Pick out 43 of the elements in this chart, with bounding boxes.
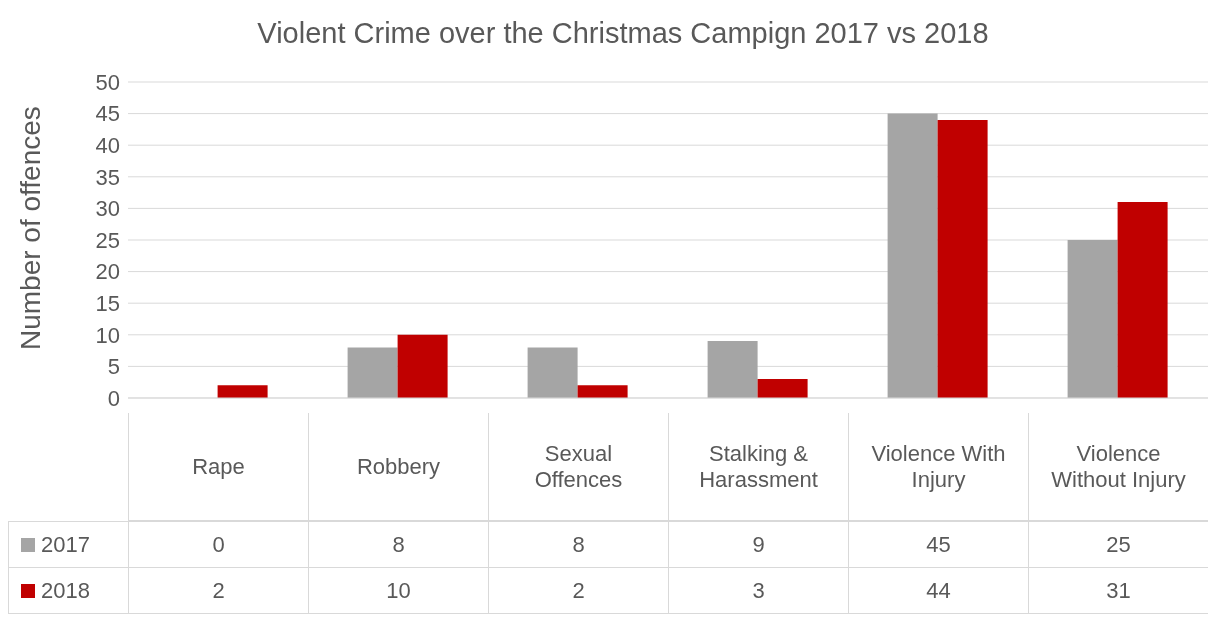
bar bbox=[887, 113, 938, 398]
x-tick-label: Violence Without Injury bbox=[1028, 413, 1208, 521]
data-label: 3 bbox=[668, 568, 848, 614]
data-label: 31 bbox=[1028, 568, 1208, 614]
bar bbox=[1067, 240, 1118, 398]
bar bbox=[937, 119, 988, 398]
x-tick-label: Stalking & Harassment bbox=[668, 413, 848, 521]
y-tick-label: 5 bbox=[107, 354, 120, 380]
bar bbox=[217, 385, 268, 398]
y-tick-label: 40 bbox=[95, 133, 120, 159]
y-tick-label: 10 bbox=[95, 322, 120, 348]
data-label: 45 bbox=[848, 522, 1028, 568]
x-tick-label: Rape bbox=[128, 413, 308, 521]
bar bbox=[1117, 202, 1168, 398]
y-tick-label: 25 bbox=[95, 227, 120, 253]
y-tick-label: 15 bbox=[95, 291, 120, 317]
bar bbox=[397, 334, 448, 398]
x-tick-label: Sexual Offences bbox=[488, 413, 668, 521]
bar bbox=[707, 341, 758, 398]
y-tick-label: 0 bbox=[107, 385, 120, 411]
y-tick-label: 50 bbox=[95, 69, 120, 95]
y-tick-label: 20 bbox=[95, 259, 120, 285]
data-label: 8 bbox=[488, 522, 668, 568]
bar bbox=[577, 385, 628, 398]
y-axis-title: Number of offences bbox=[14, 106, 46, 350]
data-label: 2 bbox=[488, 568, 668, 614]
chart-title: Violent Crime over the Christmas Campign 2017 vs 2018 bbox=[256, 16, 990, 51]
x-tick-label: Robbery bbox=[308, 413, 488, 521]
bar bbox=[527, 347, 578, 398]
y-tick-label: 30 bbox=[95, 196, 120, 222]
data-label: 8 bbox=[308, 522, 488, 568]
data-label: 10 bbox=[308, 568, 488, 614]
legend-label: 2018 bbox=[41, 577, 90, 604]
bar bbox=[347, 347, 398, 398]
data-label: 9 bbox=[668, 522, 848, 568]
data-label: 25 bbox=[1028, 522, 1208, 568]
data-label: 2 bbox=[128, 568, 308, 614]
legend-label: 2017 bbox=[41, 531, 90, 558]
bar bbox=[757, 379, 808, 398]
x-tick-label: Violence With Injury bbox=[848, 413, 1028, 521]
y-tick-label: 35 bbox=[95, 164, 120, 190]
data-label: 44 bbox=[848, 568, 1028, 614]
y-tick-label: 45 bbox=[95, 101, 120, 127]
